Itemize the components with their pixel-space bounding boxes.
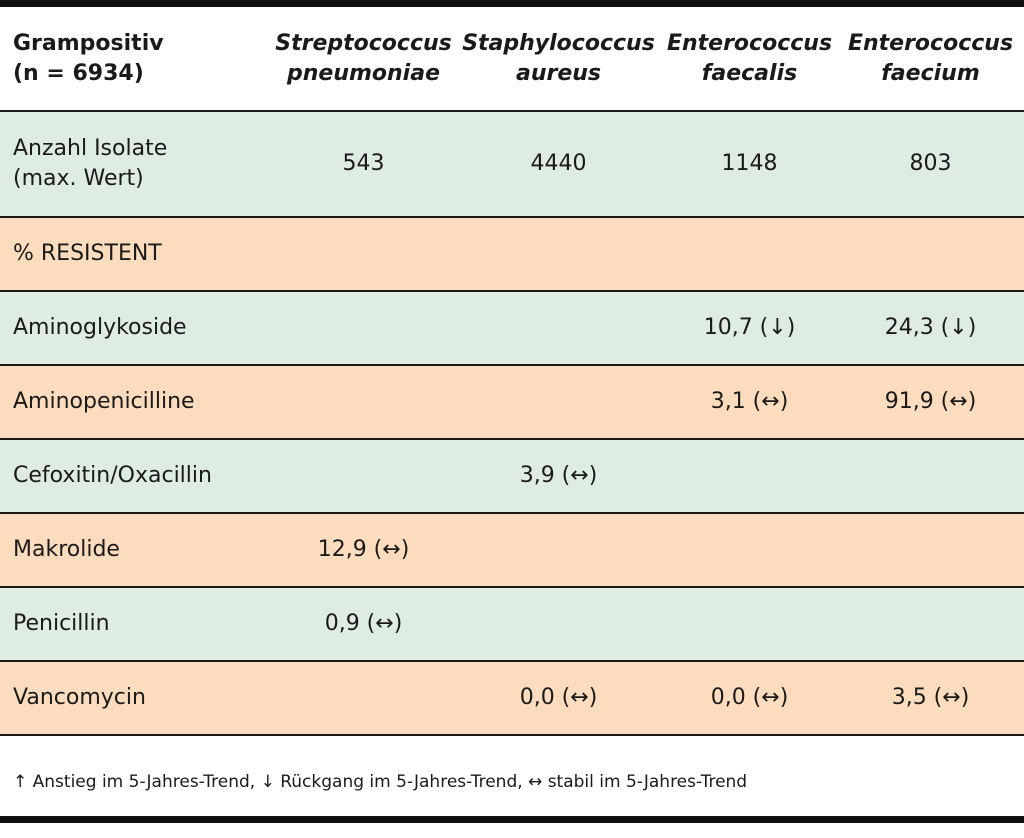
row-label: Makrolide <box>13 537 120 562</box>
table-row: Makrolide 12,9 (↔) <box>0 513 1024 587</box>
table-cell <box>662 513 837 587</box>
row-label: Penicillin <box>13 611 110 636</box>
resistance-table: Grampositiv (n = 6934) Streptococcus pne… <box>0 7 1024 736</box>
table-cell <box>662 439 837 513</box>
table-cell <box>837 513 1024 587</box>
organism-species: faecalis <box>701 60 798 86</box>
table-cell <box>455 587 662 661</box>
organism-genus: Streptococcus <box>275 30 452 56</box>
group-header-title: Grampositiv <box>13 30 164 56</box>
table-row: Vancomycin 0,0 (↔) 0,0 (↔) 3,5 (↔) <box>0 661 1024 735</box>
organism-species: aureus <box>515 60 602 86</box>
row-label: Vancomycin <box>13 685 146 710</box>
table-row: Cefoxitin/Oxacillin 3,9 (↔) <box>0 439 1024 513</box>
isolate-count-label-line1: Anzahl Isolate <box>13 136 168 161</box>
table-row: Aminoglykoside 10,7 (↓) 24,3 (↓) <box>0 291 1024 365</box>
organism-genus: Enterococcus <box>666 30 833 56</box>
bottom-rule <box>0 816 1024 823</box>
group-header: Grampositiv (n = 6934) <box>0 7 272 111</box>
table-cell <box>272 661 455 735</box>
organism-header-enterococcus-faecalis: Enterococcus faecalis <box>662 7 837 111</box>
organism-header-staphylococcus-aureus: Staphylococcus aureus <box>455 7 662 111</box>
table-cell <box>662 587 837 661</box>
table-cell <box>837 439 1024 513</box>
row-label: Cefoxitin/Oxacillin <box>13 463 212 488</box>
table-cell: 24,3 (↓) <box>884 315 977 340</box>
table-cell: 91,9 (↔) <box>884 389 977 414</box>
table-cell: 3,1 (↔) <box>710 389 789 414</box>
table-cell: 0,9 (↔) <box>324 611 403 636</box>
table-cell <box>455 365 662 439</box>
table-cell <box>455 513 662 587</box>
organism-species: pneumoniae <box>286 60 440 86</box>
table-cell <box>837 587 1024 661</box>
top-rule <box>0 0 1024 7</box>
table-row: Aminopenicilline 3,1 (↔) 91,9 (↔) <box>0 365 1024 439</box>
organism-genus: Enterococcus <box>847 30 1014 56</box>
organism-species: faecium <box>881 60 980 86</box>
table-cell: 803 <box>909 151 952 176</box>
isolate-count-row: Anzahl Isolate (max. Wert) 543 4440 1148… <box>0 111 1024 217</box>
organism-header-streptococcus-pneumoniae: Streptococcus pneumoniae <box>272 7 455 111</box>
isolate-count-label-line2: (max. Wert) <box>13 166 144 191</box>
table-cell: 1148 <box>721 151 778 176</box>
organism-header-enterococcus-faecium: Enterococcus faecium <box>837 7 1024 111</box>
group-header-count: (n = 6934) <box>13 60 144 86</box>
organism-genus: Staphylococcus <box>462 30 655 56</box>
table-cell <box>272 439 455 513</box>
table-cell <box>272 291 455 365</box>
trend-legend-footnote: ↑ Anstieg im 5-Jahres-Trend, ↓ Rückgang … <box>13 772 748 792</box>
table-cell: 543 <box>342 151 385 176</box>
table-cell: 0,0 (↔) <box>710 685 789 710</box>
table-cell: 3,5 (↔) <box>891 685 970 710</box>
row-label: Aminopenicilline <box>13 389 195 414</box>
table-cell: 10,7 (↓) <box>703 315 796 340</box>
table-cell <box>455 291 662 365</box>
section-row-resistant: % RESISTENT <box>0 217 1024 291</box>
table-cell: 3,9 (↔) <box>519 463 598 488</box>
table-cell <box>272 365 455 439</box>
table-row: Penicillin 0,9 (↔) <box>0 587 1024 661</box>
table-header-row: Grampositiv (n = 6934) Streptococcus pne… <box>0 7 1024 111</box>
table-cell: 12,9 (↔) <box>317 537 410 562</box>
isolate-count-label: Anzahl Isolate (max. Wert) <box>0 111 272 217</box>
table-cell: 0,0 (↔) <box>519 685 598 710</box>
section-label: % RESISTENT <box>13 241 162 266</box>
row-label: Aminoglykoside <box>13 315 187 340</box>
table-cell: 4440 <box>530 151 587 176</box>
